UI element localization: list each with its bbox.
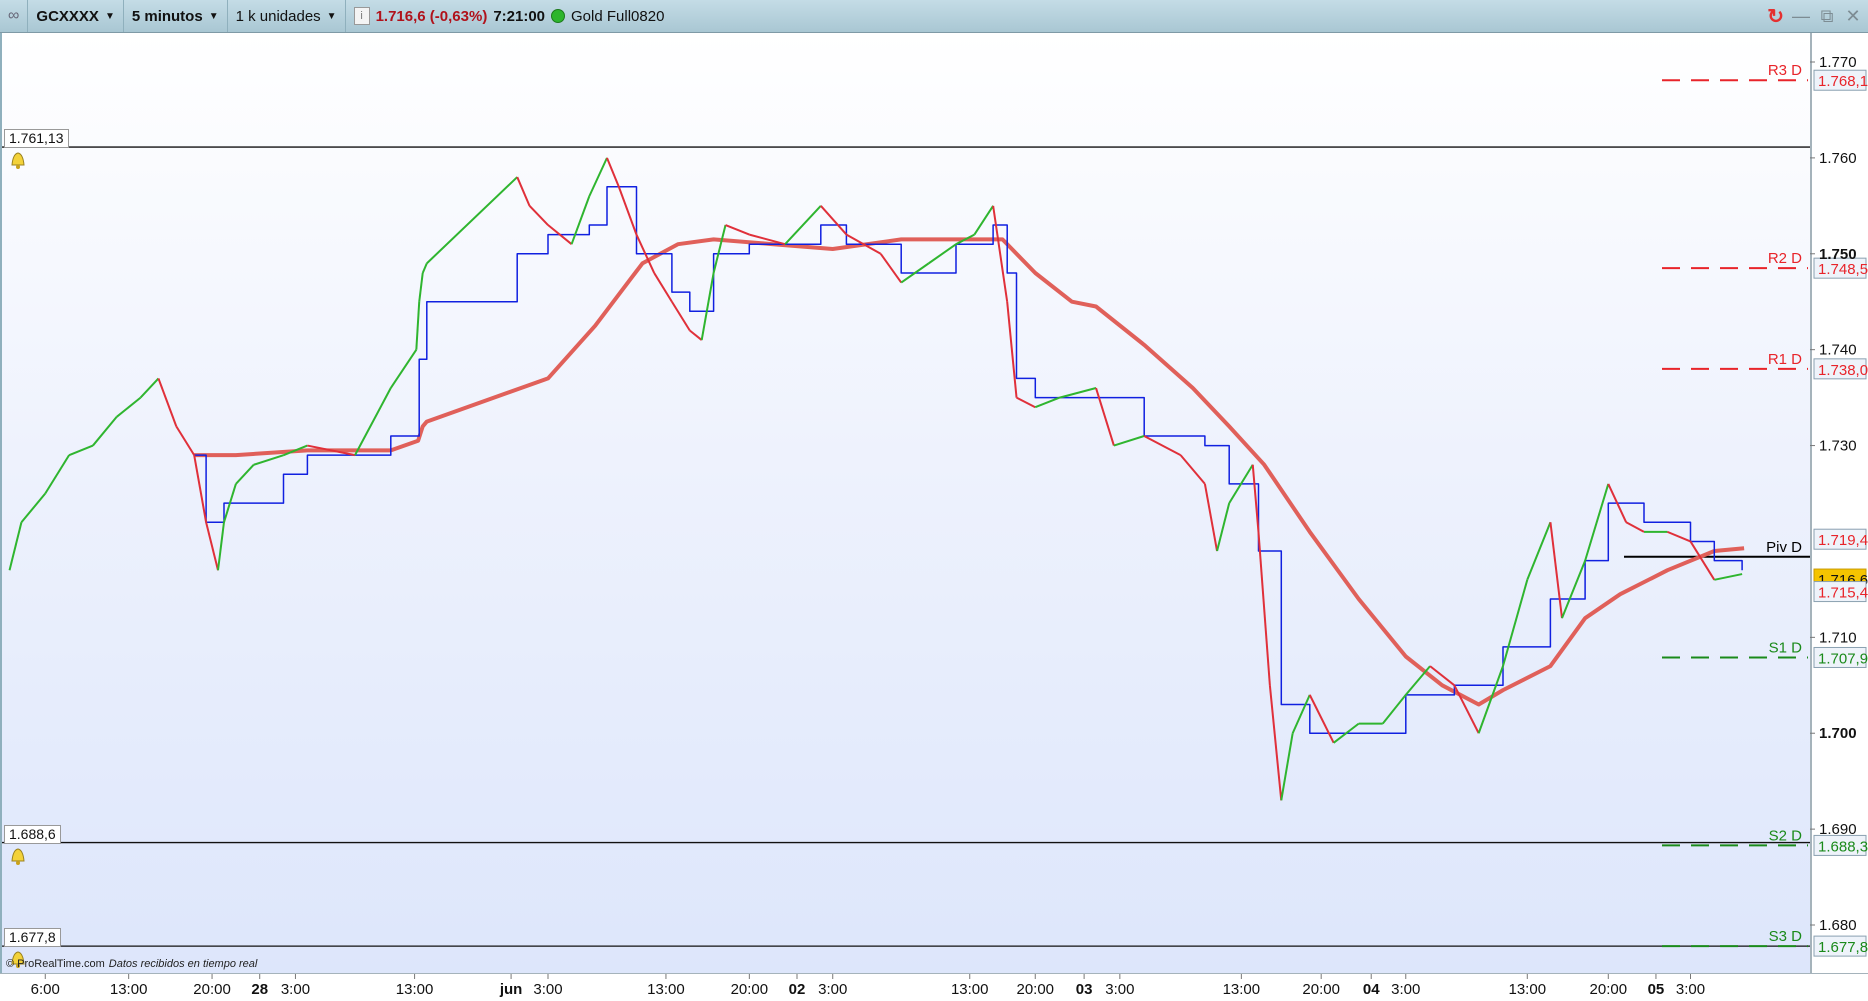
chevron-down-icon: ▼ xyxy=(208,10,219,22)
alert-bell-icon[interactable] xyxy=(8,949,28,969)
alert-bell-icon[interactable] xyxy=(8,846,28,866)
instrument-selector[interactable]: GCXXXX ▼ xyxy=(28,0,124,32)
footer-credit: © ProRealTime.com Datos recibidos en tiem… xyxy=(6,958,257,970)
alert-level-label[interactable]: 1.677,8 xyxy=(4,928,61,948)
close-icon[interactable]: ✕ xyxy=(1845,5,1861,26)
price-chart-area[interactable] xyxy=(0,33,1810,973)
chevron-down-icon: ▼ xyxy=(104,10,115,22)
units-selector[interactable]: 1 k unidades ▼ xyxy=(228,0,346,32)
alert-level-label[interactable]: 1.761,13 xyxy=(4,129,69,149)
copyright-text: © ProRealTime.com xyxy=(6,958,105,970)
chart-toolbar: ∞ GCXXXX ▼ 5 minutos ▼ 1 k unidades ▼ i 1.7… xyxy=(0,0,1868,33)
time-axis[interactable] xyxy=(0,973,1868,1001)
alert-bell-icon[interactable] xyxy=(8,150,28,170)
clock-time: 7:21:00 xyxy=(493,7,546,25)
chevron-down-icon: ▼ xyxy=(326,10,337,22)
timeframe-selector[interactable]: 5 minutos ▼ xyxy=(124,0,228,32)
status-dot-icon xyxy=(551,9,566,23)
data-status-text: Datos recibidos en tiempo real xyxy=(108,958,258,970)
product-name: Gold Full0820 xyxy=(571,7,665,25)
link-icon[interactable]: ∞ xyxy=(0,0,29,32)
refresh-icon[interactable]: ↻ xyxy=(1767,5,1784,28)
minimize-icon[interactable]: — xyxy=(1792,5,1810,26)
restore-icon[interactable]: ⧉ xyxy=(1820,5,1834,26)
timeframe-label: 5 minutos xyxy=(131,7,203,25)
info-icon[interactable]: i xyxy=(353,7,370,25)
price-change: 1.716,6 (-0,63%) xyxy=(375,7,488,25)
units-label: 1 k unidades xyxy=(235,7,321,25)
alert-level-label[interactable]: 1.688,6 xyxy=(4,824,61,844)
price-axis[interactable] xyxy=(1810,33,1868,973)
instrument-label: GCXXXX xyxy=(36,7,99,25)
